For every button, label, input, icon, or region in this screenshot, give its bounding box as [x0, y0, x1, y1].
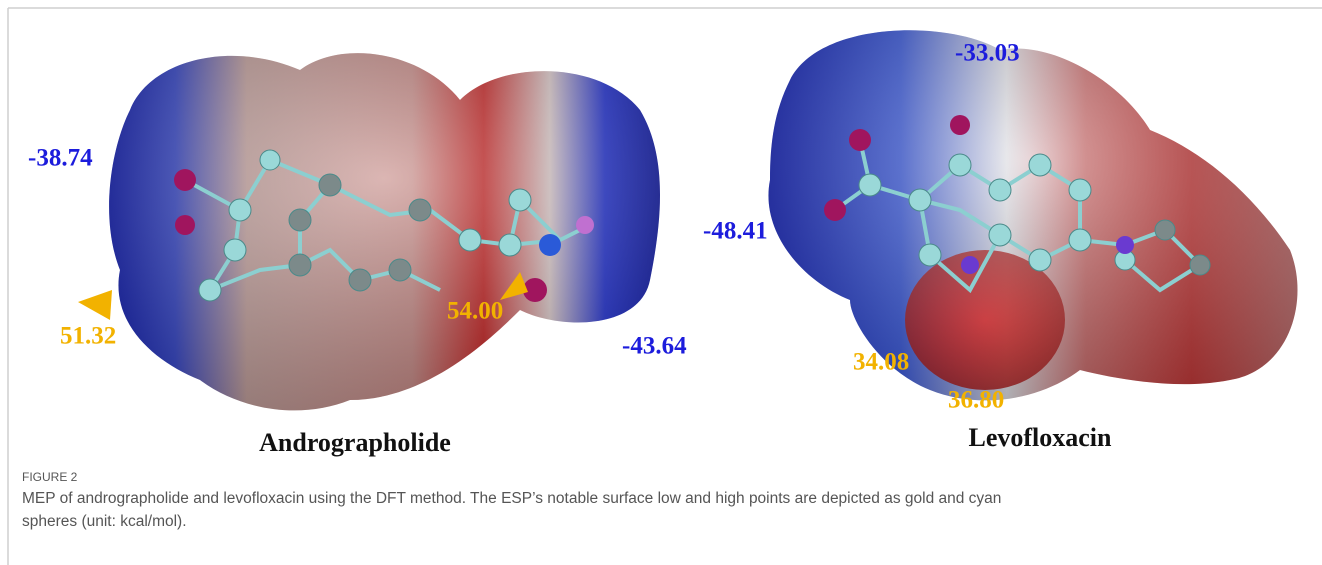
- annotation: -33.03: [955, 40, 1020, 67]
- levofloxacin-surface: -33.03 -48.41 34.08 36.80 Levofloxacin: [703, 30, 1298, 452]
- annotation: 36.80: [948, 387, 1004, 414]
- caption-line: spheres (unit: kcal/mol).: [22, 513, 187, 531]
- annotation: -38.74: [28, 145, 93, 172]
- andrographolide-surface: -38.74 51.32 54.00 -43.64 Andrographolid…: [28, 53, 687, 457]
- molecule-name: Levofloxacin: [969, 423, 1113, 452]
- annotation: 54.00: [447, 298, 503, 325]
- figure-label: FIGURE 2: [22, 470, 77, 484]
- annotation: 51.32: [60, 323, 116, 350]
- figure: -38.74 51.32 54.00 -43.64 Andrographolid…: [0, 0, 1322, 565]
- figure-page: -38.74 51.32 54.00 -43.64 Andrographolid…: [0, 0, 1322, 565]
- caption-line: MEP of andrographolide and levofloxacin …: [22, 490, 1001, 508]
- annotation: 34.08: [853, 349, 909, 376]
- annotation: -48.41: [703, 218, 768, 245]
- annotation: -43.64: [622, 333, 687, 360]
- molecule-name: Andrographolide: [259, 428, 451, 457]
